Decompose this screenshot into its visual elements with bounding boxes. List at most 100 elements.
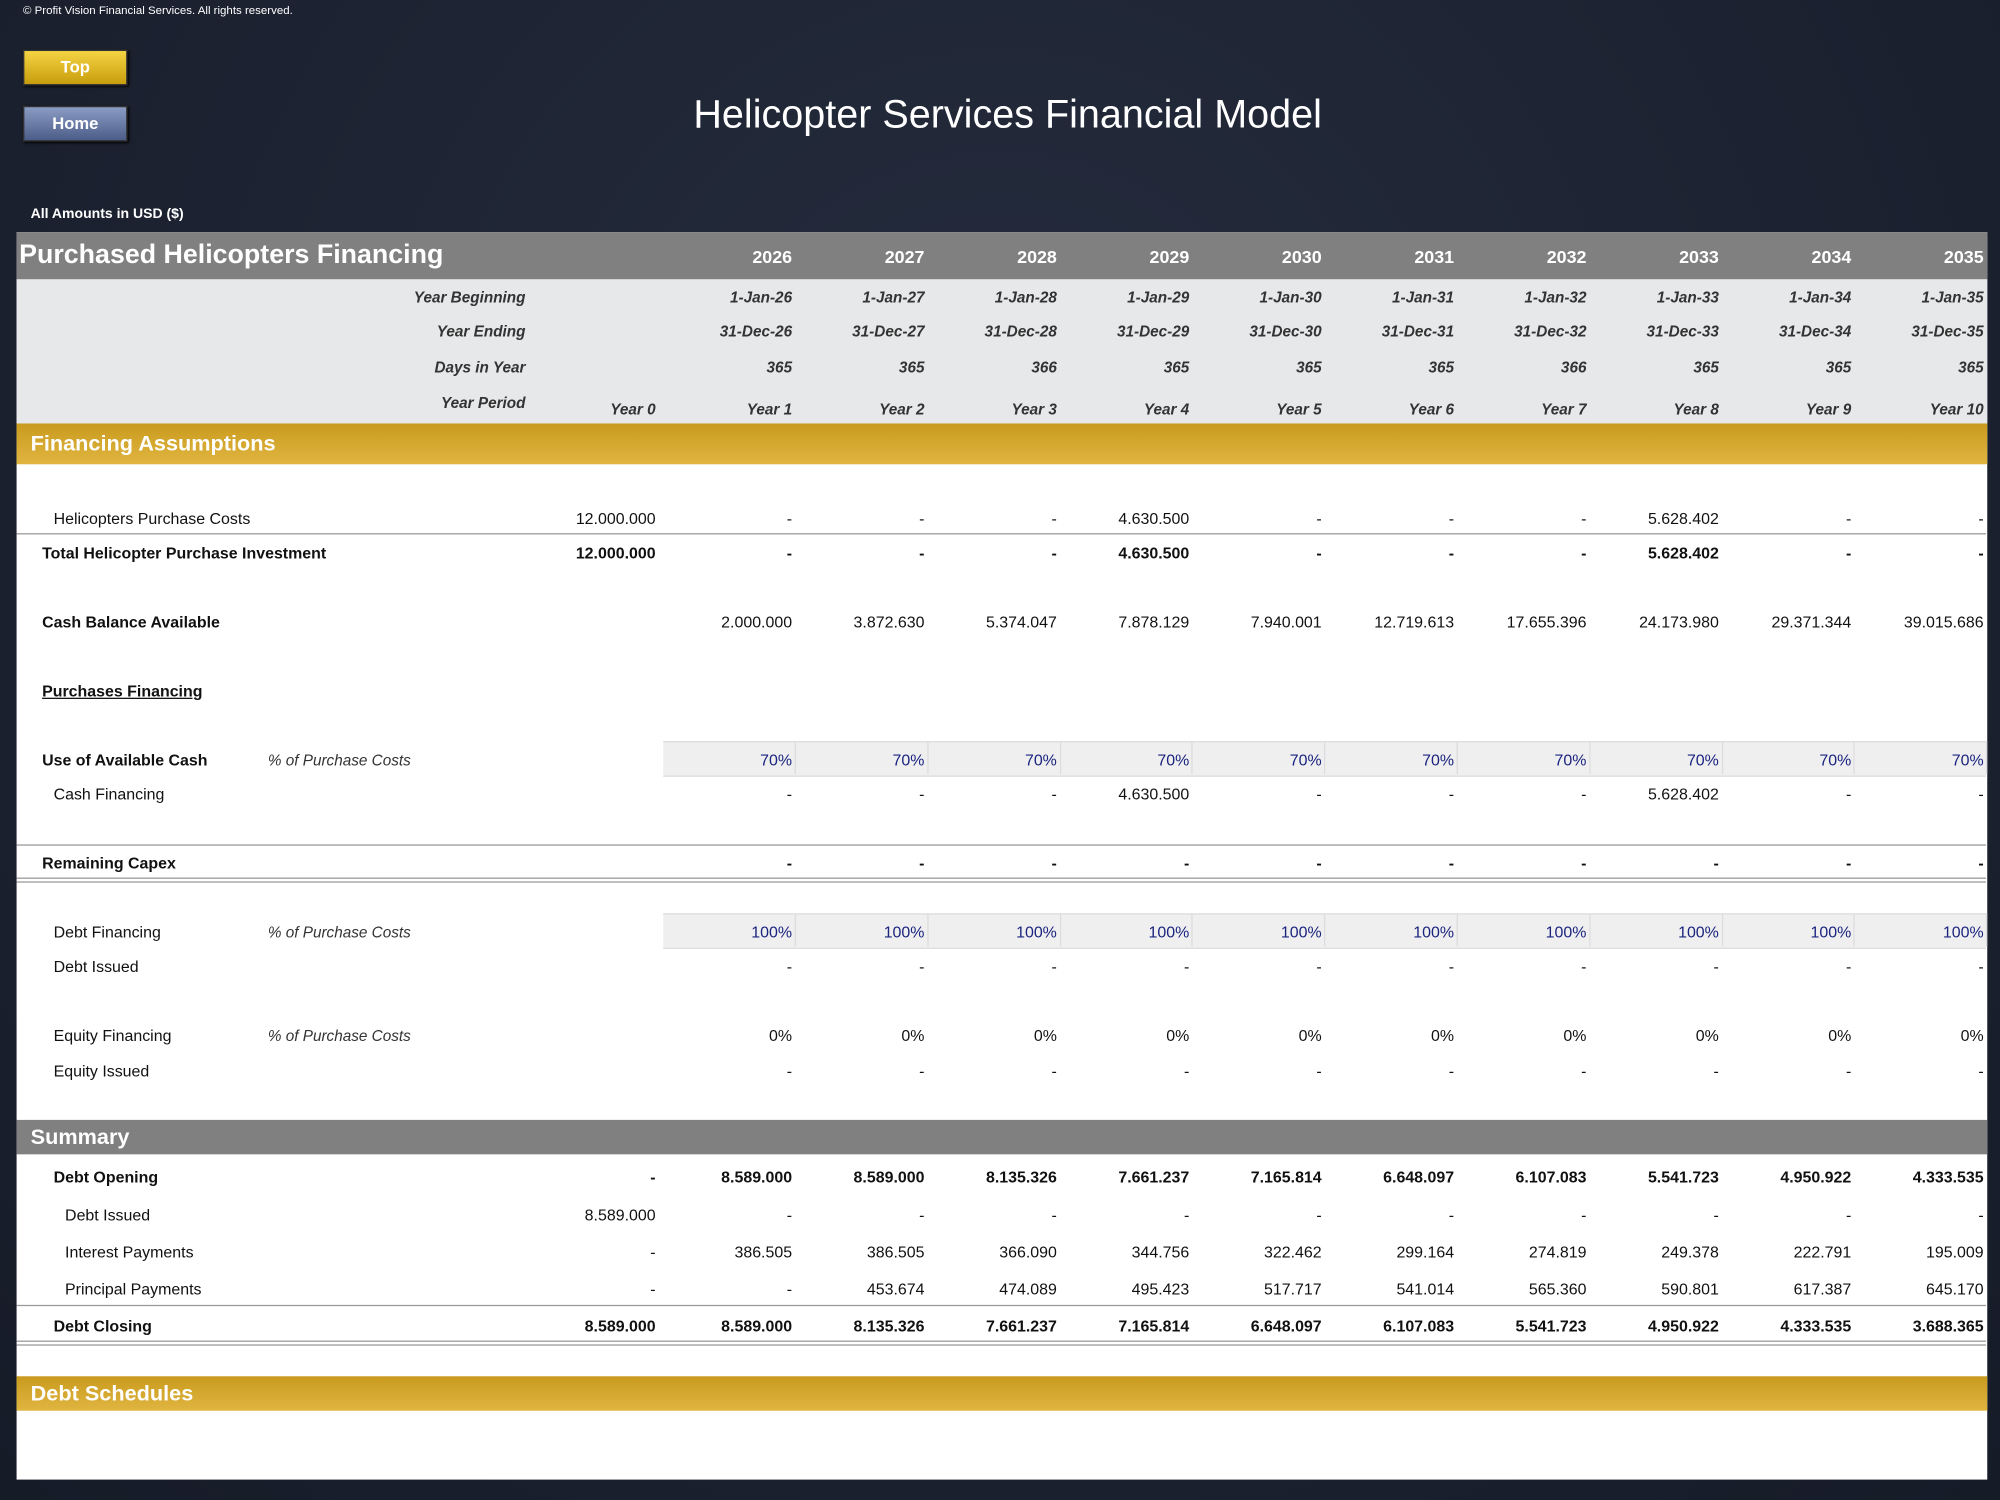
timeline-value: 1-Jan-31	[1391, 288, 1455, 307]
input-divider	[1456, 913, 1458, 947]
row-value: -	[1713, 1206, 1719, 1225]
row-value: -	[919, 785, 925, 804]
timeline-value: 1-Jan-32	[1524, 288, 1587, 307]
input-divider	[1456, 741, 1458, 775]
row-value: -	[1051, 957, 1057, 976]
row-value: 4.333.535	[1912, 1168, 1984, 1187]
timeline-value: 1-Jan-26	[729, 288, 793, 307]
row-value: 100%	[751, 923, 793, 942]
row-value: 8.589.000	[853, 1168, 925, 1187]
row-value: 344.756	[1131, 1243, 1190, 1262]
timeline-value: Year 5	[1276, 400, 1322, 419]
row-value: 386.505	[866, 1243, 925, 1262]
input-divider	[1589, 913, 1591, 947]
input-divider	[1986, 913, 1988, 947]
row-value: -	[919, 1062, 925, 1081]
year-header: 2028	[1017, 246, 1057, 267]
row-label: Purchases Financing	[42, 682, 203, 701]
year0-value: 12.000.000	[575, 510, 656, 529]
row-value: 386.505	[734, 1243, 793, 1262]
row-value: 6.648.097	[1383, 1168, 1455, 1187]
timeline-value: Year 7	[1541, 400, 1587, 419]
timeline-value: 1-Jan-28	[994, 288, 1057, 307]
row-value: -	[786, 1280, 793, 1299]
row-value: 5.541.723	[1647, 1168, 1719, 1187]
row-value: 495.423	[1131, 1280, 1190, 1299]
row-value: -	[1448, 854, 1455, 873]
year-header: 2029	[1149, 246, 1190, 267]
row-label: Cash Financing	[53, 785, 165, 804]
row-value: -	[1581, 1062, 1587, 1081]
input-divider	[1853, 741, 1856, 775]
input-divider	[1589, 741, 1591, 775]
row-label: Debt Issued	[65, 1206, 151, 1225]
row-value: -	[1316, 1206, 1322, 1225]
timeline-value: 365	[766, 358, 793, 377]
row-value: -	[1316, 785, 1322, 804]
section-bar	[16, 1376, 1988, 1411]
section-bar	[16, 1119, 1988, 1155]
row-value: -	[1845, 957, 1852, 976]
row-value: -	[919, 1206, 925, 1225]
row-value: 3.688.365	[1912, 1317, 1984, 1336]
rule	[16, 533, 1986, 535]
row-value: -	[1051, 785, 1057, 804]
timeline-value: Year 10	[1929, 400, 1984, 419]
row-value: -	[1448, 785, 1455, 804]
row-value: 5.541.723	[1515, 1317, 1587, 1336]
row-value: 0%	[1033, 1026, 1057, 1045]
row-value: -	[1581, 544, 1587, 563]
row-value: 7.940.001	[1250, 613, 1322, 632]
input-divider	[1059, 741, 1061, 775]
row-value: 2.000.000	[721, 613, 793, 632]
row-value: -	[1978, 957, 1984, 976]
row-value: 3.872.630	[853, 613, 925, 632]
row-value: 0%	[1298, 1026, 1322, 1045]
home-button[interactable]: Home	[22, 105, 128, 142]
year0-value: 12.000.000	[575, 544, 656, 563]
timeline-value: 31-Dec-27	[852, 322, 925, 341]
row-value: 195.009	[1926, 1243, 1984, 1262]
row-value: 0%	[1431, 1026, 1455, 1045]
row-value: 8.135.326	[853, 1317, 925, 1336]
timeline-value: 1-Jan-33	[1656, 288, 1719, 307]
double-rule	[16, 877, 1986, 883]
row-value: 0%	[1828, 1026, 1852, 1045]
year-header: 2030	[1281, 246, 1322, 267]
row-value: -	[1713, 854, 1719, 873]
row-value: 70%	[1157, 751, 1190, 770]
row-value: -	[1448, 957, 1455, 976]
row-value: 0%	[1695, 1026, 1719, 1045]
timeline-value: 1-Jan-30	[1259, 288, 1322, 307]
row-value: -	[1978, 544, 1984, 563]
row-value: 4.630.500	[1118, 544, 1190, 563]
top-button[interactable]: Top	[22, 49, 128, 86]
row-value: 7.165.814	[1118, 1317, 1190, 1336]
row-value: 366.090	[999, 1243, 1057, 1262]
rule	[16, 1304, 1986, 1307]
row-note: % of Purchase Costs	[267, 751, 411, 770]
row-value: -	[1316, 1062, 1322, 1081]
timeline-value: 31-Dec-26	[719, 322, 793, 341]
timeline-value: 31-Dec-29	[1116, 322, 1190, 341]
row-value: -	[1448, 510, 1455, 529]
row-value: -	[1448, 1206, 1455, 1225]
timeline-label: Year Ending	[436, 322, 526, 341]
row-value: 70%	[892, 751, 925, 770]
year0-value: -	[650, 1243, 656, 1262]
row-value: 4.630.500	[1118, 785, 1190, 804]
row-value: -	[1448, 1062, 1455, 1081]
year-header: 2031	[1414, 246, 1455, 267]
row-value: 5.628.402	[1647, 544, 1719, 563]
row-label: Equity Issued	[53, 1062, 150, 1081]
row-value: 100%	[1942, 923, 1984, 942]
row-value: -	[1448, 544, 1455, 563]
row-label: Total Helicopter Purchase Investment	[42, 544, 327, 563]
row-value: -	[1978, 785, 1984, 804]
row-label: Debt Issued	[53, 957, 139, 976]
row-note: % of Purchase Costs	[267, 1026, 411, 1045]
row-value: -	[1051, 854, 1057, 873]
row-value: -	[1316, 957, 1322, 976]
row-value: 100%	[883, 923, 925, 942]
row-value: -	[1845, 510, 1852, 529]
